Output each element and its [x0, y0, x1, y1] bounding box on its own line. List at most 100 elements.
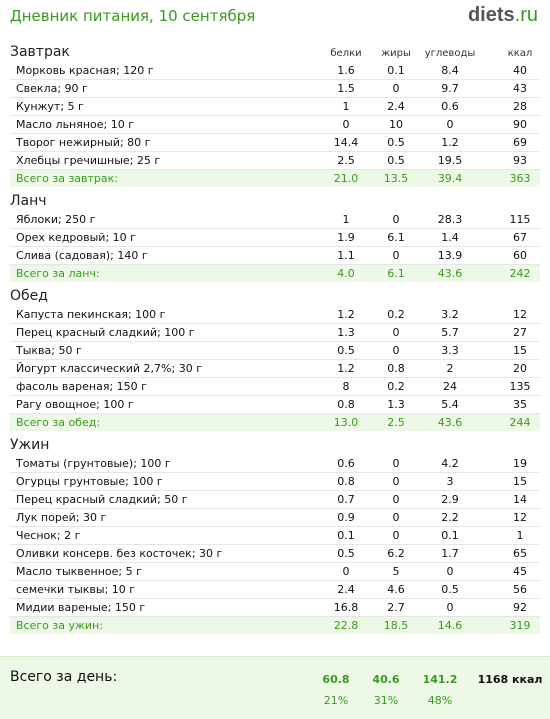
value-protein: 1.2: [337, 362, 355, 375]
food-name: Масло льняное; 10 г: [16, 118, 135, 131]
food-row[interactable]: семечки тыквы; 10 г 2.4 4.6 0.5 56: [10, 581, 540, 599]
value-fat: 0: [392, 82, 400, 95]
food-row[interactable]: Творог нежирный; 80 г 14.4 0.5 1.2 69: [10, 134, 540, 152]
food-name: Хлебцы гречишные; 25 г: [16, 154, 161, 167]
value-fat: 0: [392, 213, 400, 226]
value-kcal: 115: [509, 213, 531, 226]
food-row[interactable]: Чеснок; 2 г 0.1 0 0.1 1: [10, 527, 540, 545]
value-carbs: 0.1: [441, 529, 459, 542]
food-row[interactable]: Рагу овощное; 100 г 0.8 1.3 5.4 35: [10, 396, 540, 414]
value-carbs: 8.4: [441, 64, 459, 77]
value-kcal: 43: [513, 82, 527, 95]
food-name: Масло тыквенное; 5 г: [16, 565, 142, 578]
food-name: Морковь красная; 120 г: [16, 64, 154, 77]
food-row[interactable]: фасоль вареная; 150 г 8 0.2 24 135: [10, 378, 540, 396]
column-header-kcal: ккал: [507, 48, 533, 59]
value-fat: 2.7: [387, 601, 405, 614]
food-row[interactable]: Морковь красная; 120 г 1.6 0.1 8.4 40: [10, 62, 540, 80]
value-protein: 1.1: [337, 249, 355, 262]
food-row[interactable]: Кунжут; 5 г 1 2.4 0.6 28: [10, 98, 540, 116]
food-name: Перец красный сладкий; 50 г: [16, 493, 188, 506]
food-row[interactable]: Оливки консерв. без косточек; 30 г 0.5 6.2…: [10, 545, 540, 563]
value-carbs: 2.9: [441, 493, 459, 506]
food-row[interactable]: Орех кедровый; 10 г 1.9 6.1 1.4 67: [10, 229, 540, 247]
food-row[interactable]: Свекла; 90 г 1.5 0 9.7 43: [10, 80, 540, 98]
value-kcal: 28: [513, 100, 527, 113]
value-protein: 0: [342, 118, 350, 131]
food-row[interactable]: Слива (садовая); 140 г 1.1 0 13.9 60: [10, 247, 540, 265]
column-header-carbs: углеводы: [424, 48, 476, 59]
food-row[interactable]: Яблоки; 250 г 1 0 28.3 115: [10, 211, 540, 229]
value-kcal: 14: [513, 493, 527, 506]
day-total-protein: 60.8: [322, 673, 350, 686]
food-row[interactable]: Тыква; 50 г 0.5 0 3.3 15: [10, 342, 540, 360]
day-protein-percent: 21%: [323, 694, 349, 707]
value-fat: 13.5: [383, 172, 409, 185]
section-title: Обед: [10, 288, 48, 304]
value-kcal: 45: [513, 565, 527, 578]
section-total-row: Всего за обед: 13.0 2.5 43.6 244: [10, 414, 540, 431]
value-fat: 0.5: [387, 136, 405, 149]
value-fat: 0: [392, 344, 400, 357]
site-logo[interactable]: diets.ru: [468, 4, 538, 27]
value-fat: 10: [389, 118, 403, 131]
value-fat: 6.1: [387, 231, 405, 244]
value-protein: 1.5: [337, 82, 355, 95]
section-header: Ужин: [10, 437, 540, 455]
food-name: Чеснок; 2 г: [16, 529, 81, 542]
food-row[interactable]: Перец красный сладкий; 50 г 0.7 0 2.9 14: [10, 491, 540, 509]
value-carbs: 1.4: [441, 231, 459, 244]
value-protein: 0.8: [337, 398, 355, 411]
food-row[interactable]: Огурцы грунтовые; 100 г 0.8 0 3 15: [10, 473, 540, 491]
value-carbs: 3.3: [441, 344, 459, 357]
value-carbs: 43.6: [437, 416, 463, 429]
day-carbs-percent: 48%: [427, 694, 453, 707]
food-name: Яблоки; 250 г: [16, 213, 96, 226]
food-row[interactable]: Капуста пекинская; 100 г 1.2 0.2 3.2 12: [10, 306, 540, 324]
food-row[interactable]: Перец красный сладкий; 100 г 1.3 0 5.7 27: [10, 324, 540, 342]
food-row[interactable]: Масло льняное; 10 г 0 10 0 90: [10, 116, 540, 134]
value-carbs: 0: [446, 601, 454, 614]
value-fat: 6.2: [387, 547, 405, 560]
value-protein: 21.0: [333, 172, 359, 185]
value-fat: 0.5: [387, 154, 405, 167]
value-protein: 1.2: [337, 308, 355, 321]
value-carbs: 4.2: [441, 457, 459, 470]
value-carbs: 14.6: [437, 619, 463, 632]
header: Дневник питания, 10 сентября diets.ru: [0, 0, 550, 34]
value-fat: 1.3: [387, 398, 405, 411]
food-row[interactable]: Мидии вареные; 150 г 16.8 2.7 0 92: [10, 599, 540, 617]
value-carbs: 0: [446, 118, 454, 131]
value-protein: 0.6: [337, 457, 355, 470]
day-total: Всего за день: 60.8 40.6 141.2 1168 ккал…: [0, 656, 550, 719]
value-protein: 0.9: [337, 511, 355, 524]
day-total-kcal: 1168 ккал: [477, 673, 543, 686]
food-name: Капуста пекинская; 100 г: [16, 308, 166, 321]
value-carbs: 28.3: [437, 213, 463, 226]
food-name: Рагу овощное; 100 г: [16, 398, 134, 411]
value-fat: 0.1: [387, 64, 405, 77]
food-row[interactable]: Хлебцы гречишные; 25 г 2.5 0.5 19.5 93: [10, 152, 540, 170]
value-kcal: 363: [509, 172, 531, 185]
value-protein: 13.0: [333, 416, 359, 429]
page-title: Дневник питания, 10 сентября: [10, 7, 256, 25]
food-name: Огурцы грунтовые; 100 г: [16, 475, 163, 488]
food-name: Тыква; 50 г: [16, 344, 82, 357]
value-fat: 0.2: [387, 308, 405, 321]
food-row[interactable]: Масло тыквенное; 5 г 0 5 0 45: [10, 563, 540, 581]
day-total-label: Всего за день:: [10, 669, 118, 685]
value-protein: 0.1: [337, 529, 355, 542]
logo-tld: .ru: [514, 4, 538, 26]
value-protein: 1.9: [337, 231, 355, 244]
value-carbs: 2: [446, 362, 454, 375]
diary-table: Завтрак белки жиры углеводы ккал Морковь крас…: [10, 44, 540, 634]
value-fat: 0: [392, 249, 400, 262]
value-kcal: 15: [513, 344, 527, 357]
total-label: Всего за ужин:: [16, 619, 103, 632]
value-carbs: 5.4: [441, 398, 459, 411]
food-row[interactable]: Йогурт классический 2,7%; 30 г 1.2 0.8 2 20: [10, 360, 540, 378]
section-title: Ланч: [10, 193, 47, 209]
value-protein: 2.5: [337, 154, 355, 167]
food-row[interactable]: Лук порей; 30 г 0.9 0 2.2 12: [10, 509, 540, 527]
food-row[interactable]: Томаты (грунтовые); 100 г 0.6 0 4.2 19: [10, 455, 540, 473]
